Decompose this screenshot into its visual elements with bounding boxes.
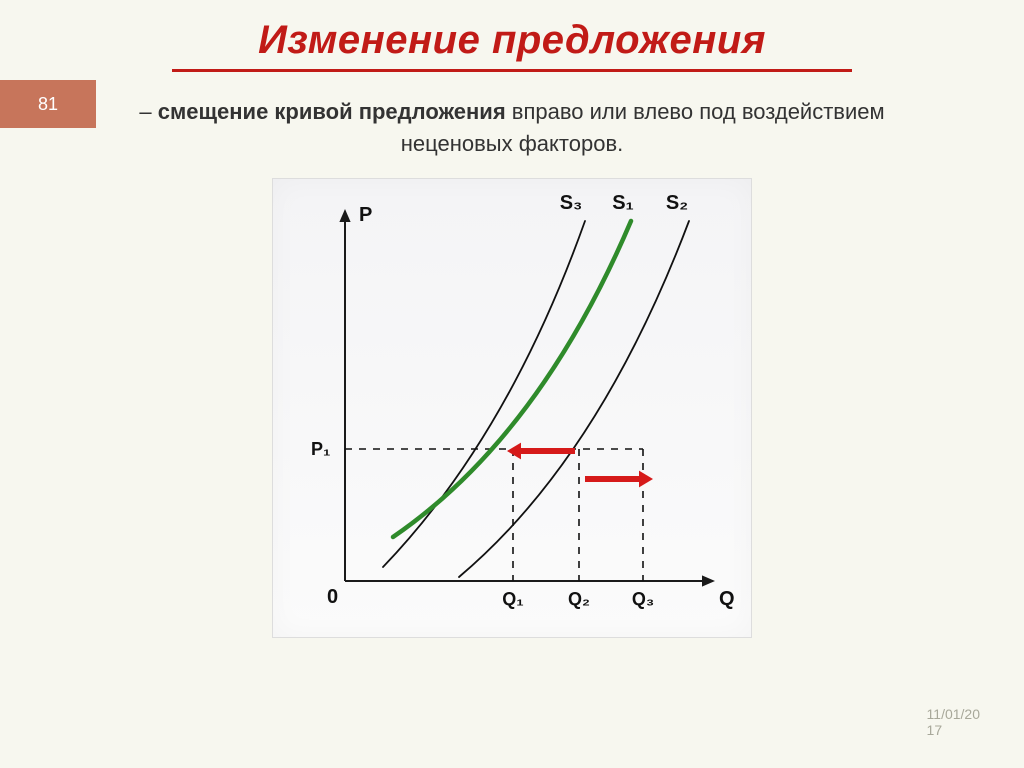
footer-date-line1: 11/01/20	[927, 706, 980, 722]
subtitle-lead: –	[139, 99, 157, 124]
slide-title: Изменение предложения	[0, 0, 1024, 69]
subtitle-bold: смещение кривой предложения	[158, 99, 506, 124]
svg-text:P: P	[359, 204, 372, 226]
title-underline	[172, 69, 852, 72]
svg-text:Q: Q	[719, 588, 735, 610]
svg-text:P₁: P₁	[311, 439, 330, 459]
svg-text:S₃: S₃	[560, 192, 583, 214]
svg-text:Q₂: Q₂	[568, 589, 590, 609]
svg-text:0: 0	[327, 586, 338, 608]
slide-subtitle: – смещение кривой предложения вправо или…	[122, 96, 902, 160]
svg-text:Q₁: Q₁	[502, 589, 523, 609]
svg-text:Q₃: Q₃	[632, 589, 654, 609]
chart-svg: P Q 0 P₁ Q₁ Q₂ Q₃ S₃ S₁ S₂	[273, 179, 753, 639]
svg-text:S₁: S₁	[612, 192, 634, 214]
svg-text:S₂: S₂	[666, 192, 688, 214]
page-number-badge: 81	[0, 80, 96, 128]
footer-date-line2: 17	[927, 722, 943, 738]
supply-shift-chart: P Q 0 P₁ Q₁ Q₂ Q₃ S₃ S₁ S₂	[272, 178, 752, 638]
footer-date: 11/01/20 17	[927, 707, 980, 738]
chart-container: P Q 0 P₁ Q₁ Q₂ Q₃ S₃ S₁ S₂	[0, 178, 1024, 638]
